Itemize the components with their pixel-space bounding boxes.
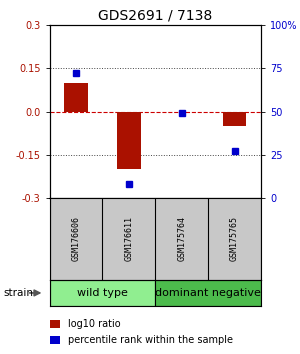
Text: log10 ratio: log10 ratio xyxy=(68,319,120,329)
Bar xyxy=(155,280,261,306)
Text: GSM176611: GSM176611 xyxy=(124,216,133,262)
Title: GDS2691 / 7138: GDS2691 / 7138 xyxy=(98,8,212,22)
Text: GSM176606: GSM176606 xyxy=(71,216,80,262)
Text: dominant negative: dominant negative xyxy=(155,288,261,298)
Bar xyxy=(117,112,141,169)
Text: wild type: wild type xyxy=(77,288,128,298)
Bar xyxy=(223,112,247,126)
Text: percentile rank within the sample: percentile rank within the sample xyxy=(68,335,232,345)
Text: GSM175765: GSM175765 xyxy=(230,216,239,262)
Text: GSM175764: GSM175764 xyxy=(177,216,186,262)
Text: strain: strain xyxy=(3,288,33,298)
Bar xyxy=(64,82,88,112)
Bar xyxy=(50,280,155,306)
